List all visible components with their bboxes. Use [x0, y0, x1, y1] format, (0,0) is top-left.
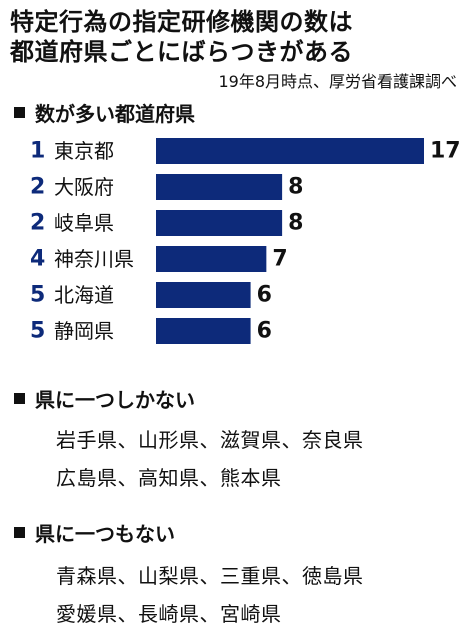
value-label: 8 — [288, 211, 303, 236]
section-none-header: 県に一つもない — [14, 518, 175, 547]
rank-label: 4 — [30, 247, 45, 272]
square-bullet-icon — [14, 107, 25, 118]
section-none-label: 県に一つもない — [35, 522, 175, 546]
category-label: 岐阜県 — [54, 211, 114, 235]
none-prefs-line-2: 愛媛県、長崎県、宮崎県 — [56, 602, 282, 626]
one-prefs-line-1: 岩手県、山形県、滋賀県、奈良県 — [56, 428, 364, 452]
one-prefs-line-2: 広島県、高知県、熊本県 — [56, 466, 282, 490]
value-label: 6 — [257, 283, 272, 308]
value-label: 7 — [272, 247, 287, 272]
bar — [156, 210, 283, 236]
category-label: 北海道 — [54, 283, 114, 307]
category-label: 大阪府 — [54, 175, 114, 199]
value-label: 6 — [257, 319, 272, 344]
category-label: 静岡県 — [54, 319, 114, 343]
bar — [156, 246, 267, 272]
source-note: 19年8月時点、厚労省看護課調べ — [218, 72, 457, 91]
bar — [156, 174, 283, 200]
bar — [156, 318, 251, 344]
rank-label: 1 — [30, 139, 45, 164]
value-label: 17 — [430, 139, 461, 164]
section-most-header: 数が多い都道府県 — [14, 98, 195, 127]
value-label: 8 — [288, 175, 303, 200]
title-line-2: 都道府県ごとにばらつきがある — [10, 38, 353, 66]
section-one-header: 県に一つしかない — [14, 384, 195, 413]
rank-label: 2 — [30, 175, 45, 200]
section-one-label: 県に一つしかない — [35, 388, 195, 412]
none-prefs-line-1: 青森県、山梨県、三重県、徳島県 — [56, 564, 364, 588]
rank-label: 2 — [30, 211, 45, 236]
bar-chart: 1 東京都 17 2 大阪府 8 2 岐阜県 8 4 神奈川県 7 5 北海道 6 5 静岡県 6 — [30, 138, 461, 344]
square-bullet-icon — [14, 393, 25, 404]
bar — [156, 138, 424, 164]
category-label: 神奈川県 — [54, 247, 134, 271]
rank-label: 5 — [30, 319, 45, 344]
title-line-1: 特定行為の指定研修機関の数は — [10, 8, 353, 36]
section-most-label: 数が多い都道府県 — [35, 102, 195, 126]
bar — [156, 282, 251, 308]
square-bullet-icon — [14, 527, 25, 538]
category-label: 東京都 — [54, 139, 114, 163]
rank-label: 5 — [30, 283, 45, 308]
